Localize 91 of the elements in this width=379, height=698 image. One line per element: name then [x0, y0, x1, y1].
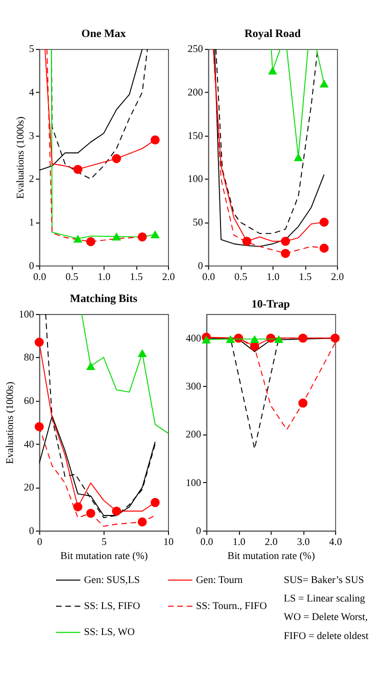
- point: [112, 154, 122, 164]
- y-tick-label: 40: [24, 439, 34, 450]
- point: [330, 334, 340, 343]
- point: [150, 230, 160, 238]
- y-tick-label: 0: [196, 526, 202, 537]
- point: [138, 349, 147, 357]
- x-tick-label: 2.0: [331, 272, 344, 283]
- point: [294, 153, 303, 162]
- y-tick-label: 400: [186, 333, 202, 344]
- chart-title: One Max: [81, 28, 126, 40]
- y-tick-label: 20: [24, 482, 34, 494]
- x-tick-label: 0.0: [200, 537, 214, 548]
- y-tick-label: 3: [28, 130, 34, 142]
- y-tick-label: 100: [188, 174, 204, 186]
- point: [138, 517, 147, 527]
- x-tick-label: 1.0: [266, 272, 280, 283]
- point: [298, 398, 308, 408]
- y-tick-label: 300: [186, 382, 202, 393]
- x-tick-label: 2.0: [162, 272, 175, 283]
- text: LS = Linear scaling: [284, 594, 365, 605]
- y-tick-label: 100: [186, 478, 202, 489]
- y-tick-label: 0: [198, 260, 204, 272]
- x-tick-label: 0.0: [202, 272, 216, 283]
- x-tick-label: 1.5: [130, 272, 143, 283]
- y-tick-label: 60: [24, 396, 34, 407]
- legend-label: SS: Tourn., FIFO: [196, 601, 267, 612]
- y-tick-label: 0: [28, 260, 34, 272]
- y-tick-label: 250: [188, 44, 204, 56]
- y-tick-label: 4: [28, 88, 34, 99]
- point: [320, 244, 329, 253]
- point: [86, 237, 96, 246]
- point: [268, 66, 278, 75]
- point: [202, 336, 211, 344]
- text: SUS= Baker’s SUS: [284, 574, 364, 586]
- point: [320, 80, 329, 88]
- y-tick-label: 50: [192, 217, 204, 228]
- y-axis-title: Evaluations (1000s): [15, 116, 26, 199]
- x-tick-label: 10: [163, 537, 174, 548]
- x-tick-label: 1.0: [232, 537, 246, 548]
- y-tick-label: 0: [28, 526, 34, 537]
- point: [86, 362, 96, 370]
- x-tick-label: 4.0: [329, 537, 342, 548]
- y-tick-label: 80: [24, 352, 34, 364]
- y-axis-title: Evaluations (1000s): [5, 382, 16, 464]
- x-tick-label: 2.0: [264, 537, 278, 548]
- point: [150, 135, 160, 144]
- legend-label: Gen: SUS,LS: [84, 574, 140, 586]
- x-tick-label: 0: [37, 537, 42, 548]
- point: [242, 236, 252, 246]
- x-axis-title: Bit mutation rate (%): [227, 551, 315, 562]
- x-tick-label: 0.5: [65, 272, 78, 283]
- point: [73, 164, 82, 174]
- x-tick-label: 3.0: [296, 537, 310, 548]
- point: [274, 335, 284, 344]
- legend-label: Gen: Tourn: [196, 574, 243, 586]
- point: [250, 335, 260, 344]
- point: [298, 334, 308, 343]
- text: WO = Delete Worst,: [284, 612, 368, 624]
- x-tick-label: 0.5: [234, 272, 248, 283]
- line-series: [81, 314, 168, 434]
- chart-title: Matching Bits: [70, 292, 138, 305]
- point: [138, 232, 147, 242]
- point: [73, 234, 82, 243]
- point: [73, 502, 82, 512]
- y-tick-label: 200: [188, 88, 204, 99]
- y-tick-label: 2: [28, 174, 34, 186]
- text: FIFO = delete oldest: [284, 630, 369, 642]
- y-tick-label: 200: [186, 430, 202, 441]
- chart-title: Royal Road: [244, 28, 302, 40]
- x-axis-title: Bit mutation rate (%): [60, 551, 148, 562]
- x-tick-label: 0.0: [33, 272, 46, 283]
- y-tick-label: 5: [28, 44, 34, 56]
- point: [320, 218, 329, 227]
- chart-title: 10-Trap: [252, 298, 290, 311]
- point: [34, 422, 44, 432]
- legend-label: SS: LS, FIFO: [84, 601, 140, 612]
- point: [34, 338, 44, 347]
- x-tick-label: 5: [102, 537, 107, 548]
- legend-label: SS: LS, WO: [84, 627, 135, 638]
- point: [112, 506, 122, 516]
- point: [112, 232, 122, 240]
- y-tick-label: 1: [28, 217, 34, 228]
- y-tick-label: 100: [18, 309, 34, 320]
- x-tick-label: 1.0: [98, 272, 110, 283]
- point: [150, 498, 160, 508]
- point: [280, 248, 290, 258]
- y-tick-label: 150: [188, 130, 204, 142]
- point: [86, 508, 96, 518]
- x-tick-label: 1.5: [298, 272, 312, 283]
- point: [226, 335, 236, 344]
- point: [280, 236, 290, 246]
